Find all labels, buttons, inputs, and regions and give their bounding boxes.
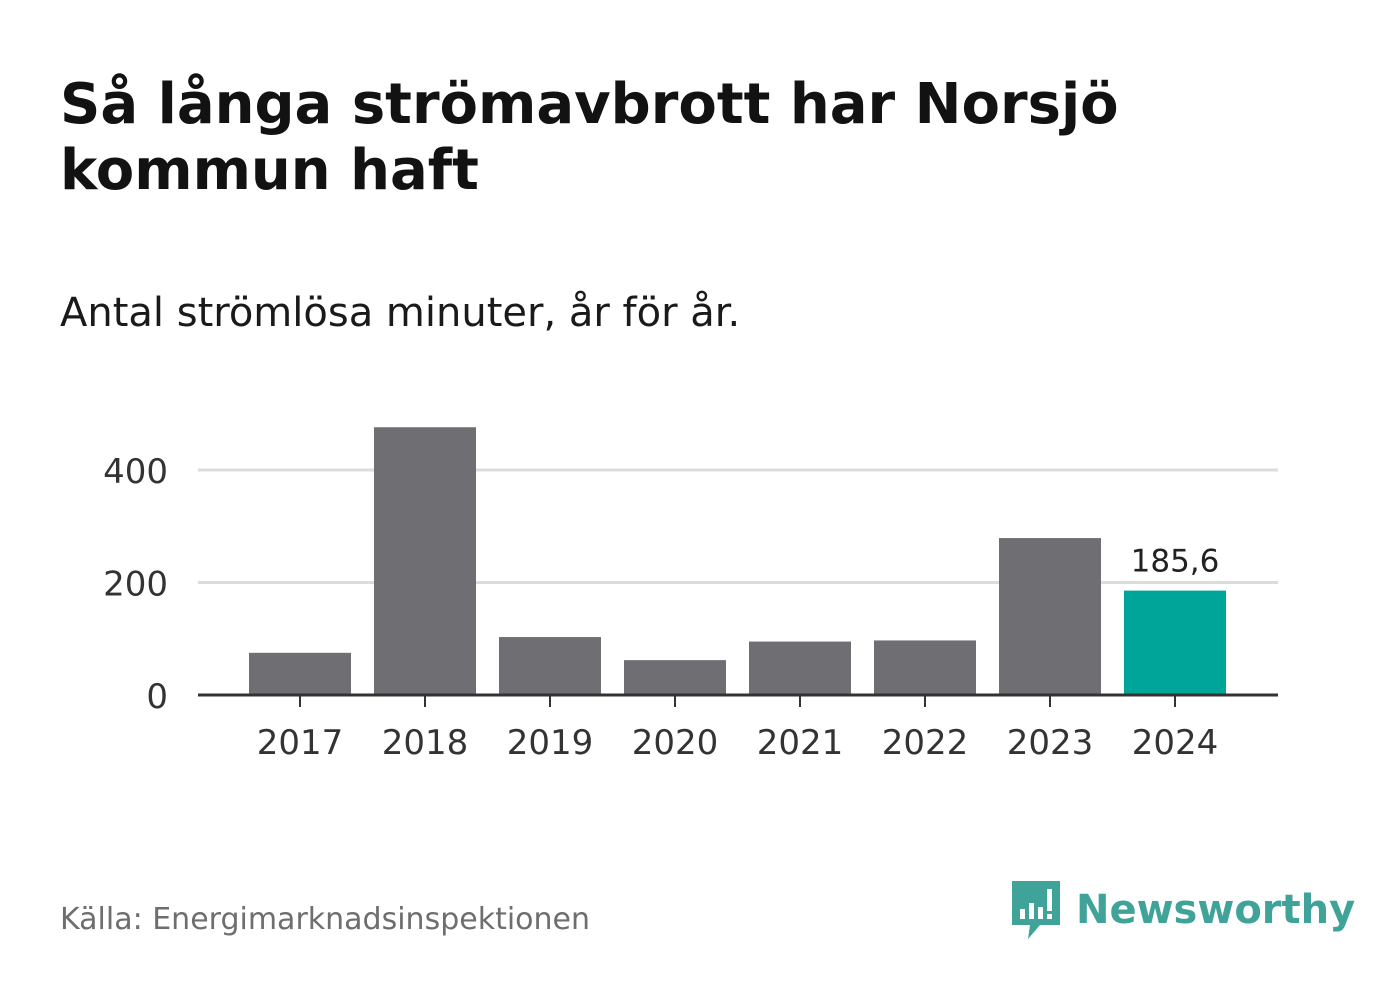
x-tick-label: 2018 bbox=[382, 723, 469, 763]
brand-name: Newsworthy bbox=[1076, 887, 1356, 933]
bar-2021 bbox=[749, 641, 851, 695]
bar-2024 bbox=[1124, 590, 1226, 695]
chart-subtitle: Antal strömlösa minuter, år för år. bbox=[60, 290, 741, 336]
y-tick-label: 200 bbox=[103, 565, 168, 605]
x-tick-label: 2017 bbox=[257, 723, 344, 763]
bar-chart: 0 200 400 2017 2018 2019 2020 2021 2022 2023 2024 1… bbox=[103, 427, 1278, 763]
bar-2023 bbox=[999, 538, 1101, 695]
bar-2017 bbox=[249, 652, 351, 695]
bar-2022 bbox=[874, 640, 976, 695]
x-tick-label: 2020 bbox=[632, 723, 719, 763]
y-tick-label: 400 bbox=[103, 452, 168, 492]
chart-title: Så långa strömavbrott har Norsjö kommun … bbox=[60, 72, 1119, 203]
source-note: Källa: Energimarknadsinspektionen bbox=[60, 902, 591, 937]
bar-2019 bbox=[499, 637, 601, 695]
x-tick-label: 2021 bbox=[757, 723, 844, 763]
x-tick-label: 2024 bbox=[1132, 723, 1219, 763]
bar-2018 bbox=[374, 427, 476, 695]
x-tick-label: 2023 bbox=[1007, 723, 1094, 763]
newsworthy-logo-icon bbox=[1012, 881, 1060, 939]
data-label: 185,6 bbox=[1131, 544, 1220, 580]
x-tick-label: 2019 bbox=[507, 723, 594, 763]
brand[interactable]: Newsworthy bbox=[1010, 878, 1355, 942]
y-tick-label: 0 bbox=[146, 677, 168, 717]
x-tick-label: 2022 bbox=[882, 723, 969, 763]
bar-2020 bbox=[624, 660, 726, 695]
